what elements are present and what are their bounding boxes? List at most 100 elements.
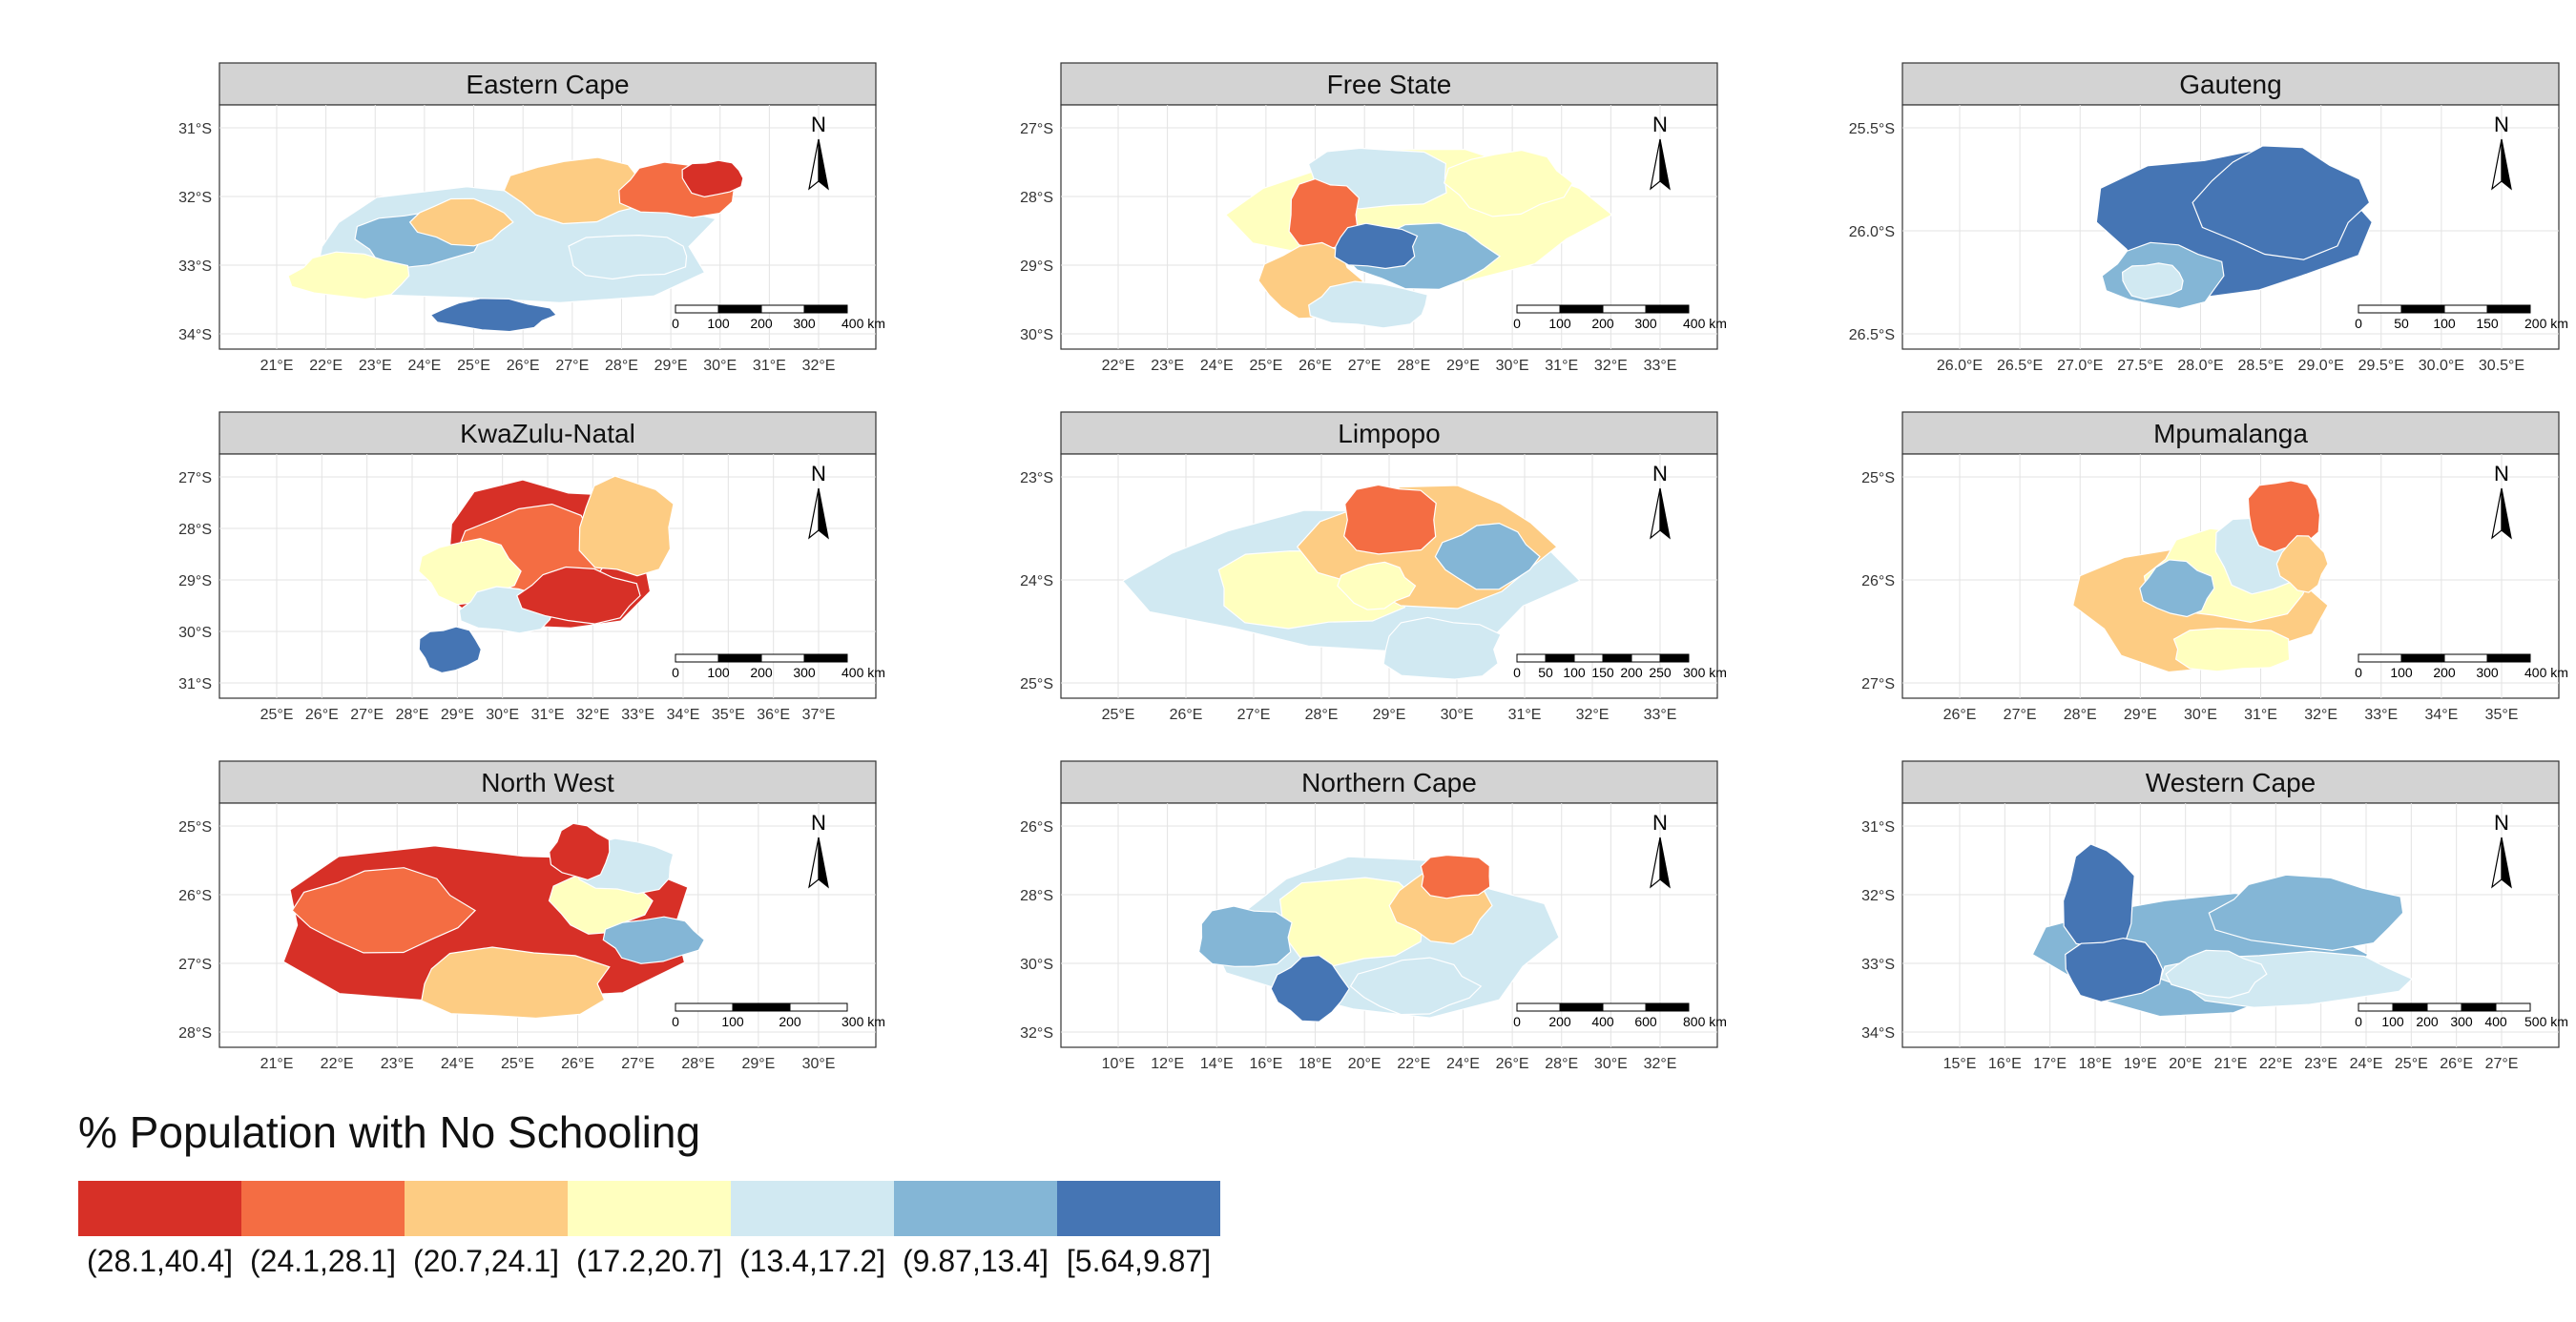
lat-tick-label: 33°S — [1861, 957, 1895, 973]
scale-bar-label: 0 — [672, 316, 679, 331]
panel-strip — [1060, 62, 1718, 106]
scale-bar-segment — [803, 304, 848, 314]
legend: % Population with No Schooling (28.1,40.… — [78, 1106, 1223, 1297]
lat-tick-label: 27°S — [1861, 676, 1895, 692]
district-region — [578, 475, 675, 577]
legend-label-7: [5.64,9.87] — [1066, 1244, 1212, 1278]
lon-tick-label: 30°E — [2184, 707, 2217, 723]
legend-key-1 — [78, 1181, 241, 1236]
scale-bar-segment — [803, 653, 848, 663]
district-region — [2165, 949, 2268, 999]
lat-tick-label: 26.5°S — [1849, 327, 1895, 343]
lat-tick-label: 31°S — [178, 676, 212, 692]
district-region — [1270, 955, 1350, 1022]
province-map — [418, 475, 675, 674]
lon-tick-label: 26°E — [507, 358, 540, 374]
lon-tick-label: 27°E — [1237, 707, 1271, 723]
scale-bar-segment — [675, 304, 719, 314]
scale-bar-label: 0 — [1513, 316, 1521, 331]
panel-northern-cape: Northern Cape 10°E 12°E 14°E 16°E 18°E 20°E 22°… — [1020, 760, 1727, 1072]
panel-strip — [218, 62, 877, 106]
district-region — [291, 867, 477, 954]
scale-bar-segment — [1602, 1002, 1647, 1012]
panel-title: Eastern Cape — [466, 70, 629, 99]
lon-tick-label: 22°E — [321, 1056, 354, 1072]
scale-bar-segment — [1516, 653, 1547, 663]
lon-tick-label: 20°E — [2169, 1056, 2202, 1072]
panel-title: Gauteng — [2179, 70, 2281, 99]
province-map — [2095, 145, 2373, 310]
scale-bar-label: 200 — [750, 665, 773, 680]
legend-label-5: (13.4,17.2] — [739, 1244, 885, 1278]
lon-tick-label: 24°E — [1446, 1056, 1480, 1072]
legend-label-4: (17.2,20.7] — [576, 1244, 722, 1278]
scale-bar-label: 0 — [2355, 316, 2362, 331]
scale-bar-segment — [1559, 1002, 1604, 1012]
scale-bar-label: 300 — [2476, 665, 2499, 680]
north-arrow-icon — [1659, 837, 1671, 889]
lon-tick-label: 20°E — [1348, 1056, 1381, 1072]
district-region — [1444, 149, 1574, 217]
scale-bar-segment — [717, 304, 762, 314]
scale-bar-label: 400 km — [841, 316, 885, 331]
scale-bar-label: 0 — [2355, 665, 2362, 680]
lon-tick-label: 33°E — [621, 707, 654, 723]
scale-bar-label: 200 — [1548, 1014, 1571, 1029]
lon-tick-label: 29°E — [654, 358, 688, 374]
panel-title: Limpopo — [1338, 419, 1440, 448]
lon-tick-label: 31°E — [2244, 707, 2277, 723]
lon-tick-label: 26.0°E — [1937, 358, 1983, 374]
north-arrow-icon — [818, 487, 829, 540]
north-arrow-label: N — [811, 811, 826, 835]
lat-tick-label: 33°S — [178, 258, 212, 275]
lon-tick-label: 15°E — [1943, 1056, 1977, 1072]
north-arrow-icon — [2501, 837, 2512, 889]
scale-bar-label: 800 km — [1683, 1014, 1727, 1029]
scale-bar-label: 400 km — [841, 665, 885, 680]
lon-tick-label: 26°E — [305, 707, 339, 723]
scale-bar-label: 600 — [1634, 1014, 1657, 1029]
lon-tick-label: 33°E — [1644, 358, 1677, 374]
district-region — [287, 251, 410, 300]
lat-tick-label: 25.5°S — [1849, 121, 1895, 137]
lat-tick-label: 28°S — [1020, 888, 1053, 904]
lon-tick-label: 24°E — [1200, 358, 1234, 374]
panel-free-state: Free State 22°E 23°E 24°E 25°E 26°E 27°E 28°E 29… — [1020, 62, 1727, 374]
north-arrow-icon — [818, 138, 829, 191]
scale-bar-segment — [760, 304, 805, 314]
panel-strip — [1901, 62, 2560, 106]
scale-bar-label: 100 — [721, 1014, 744, 1029]
lon-tick-label: 17°E — [2033, 1056, 2067, 1072]
district-region — [421, 946, 611, 1020]
lon-tick-label: 29°E — [2124, 707, 2157, 723]
district-region — [2192, 145, 2371, 260]
lon-tick-label: 28°E — [396, 707, 429, 723]
scale-bar-label: 0 — [672, 665, 679, 680]
lon-tick-label: 22°E — [1397, 1056, 1430, 1072]
lat-tick-label: 29°S — [1020, 258, 1053, 275]
panel-strip — [218, 411, 877, 455]
scale-bar-segment — [1516, 304, 1561, 314]
scale-bar-label: 200 — [2433, 665, 2456, 680]
scale-bar-segment — [675, 1002, 734, 1012]
lat-tick-label: 23°S — [1020, 470, 1053, 486]
lon-tick-label: 27°E — [350, 707, 384, 723]
scale-bar-segment — [2443, 653, 2488, 663]
scale-bar-segment — [1631, 653, 1661, 663]
scale-bar-label: 300 — [793, 316, 816, 331]
district-region — [1197, 905, 1293, 967]
district-region — [408, 197, 514, 247]
lon-tick-label: 23°E — [359, 358, 392, 374]
north-arrow-label: N — [2494, 462, 2509, 485]
lat-tick-label: 34°S — [1861, 1025, 1895, 1042]
scale-bar-label: 200 — [2416, 1014, 2439, 1029]
province-map — [1224, 147, 1613, 329]
north-arrow-label: N — [2494, 113, 2509, 136]
scale-bar-segment — [1516, 1002, 1561, 1012]
north-arrow-label: N — [1652, 113, 1668, 136]
scale-bar-segment — [789, 1002, 848, 1012]
panel-title: Western Cape — [2146, 768, 2316, 797]
scale-bar-label: 400 — [1591, 1014, 1614, 1029]
lat-tick-label: 28°S — [178, 1025, 212, 1042]
